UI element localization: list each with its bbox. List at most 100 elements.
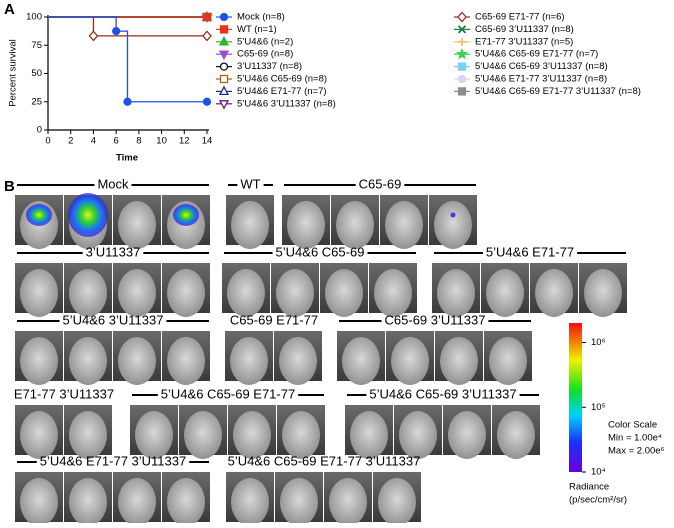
x-tick-label: 2 — [68, 136, 73, 147]
mouse-head — [118, 478, 156, 526]
marker — [455, 47, 469, 60]
mouse-head — [118, 269, 156, 317]
colorbar-tick-label: 10⁴ — [591, 467, 606, 478]
mouse-head — [336, 201, 374, 249]
mouse-head — [497, 411, 535, 459]
marker — [218, 50, 230, 61]
panel-label: A — [4, 1, 15, 18]
mouse-head — [378, 478, 416, 526]
mouse-head — [535, 269, 573, 317]
marker — [202, 30, 212, 42]
legend-label: 5’U4&6 C65-69 E71-77 3’U11337 (n=8) — [475, 86, 641, 97]
mouse-head — [233, 411, 271, 459]
mouse-head — [184, 411, 222, 459]
legend-label: 5’U4&6 C65-69 (n=8) — [237, 74, 327, 85]
mouse-head — [167, 478, 205, 526]
marker — [219, 74, 229, 84]
mouse-head — [280, 478, 318, 526]
mouse-head — [69, 269, 107, 317]
mouse-head — [135, 411, 173, 459]
x-tick-label: 6 — [113, 136, 118, 147]
mouse-head — [69, 478, 107, 526]
mouse-head — [20, 269, 58, 317]
marker — [457, 25, 467, 34]
colorbar-text: Color Scale — [608, 420, 657, 431]
legend-label: Mock (n=8) — [237, 12, 285, 23]
legend-label: 5’U4&6 C65-69 E71-77 (n=7) — [475, 49, 598, 60]
x-axis-title: Time — [116, 153, 138, 164]
marker — [457, 11, 467, 23]
marker — [123, 97, 132, 106]
legend-label: 3’U11337 (n=8) — [237, 61, 302, 72]
marker — [202, 12, 212, 22]
x-tick-label: 4 — [91, 136, 96, 147]
group-label: 5’U4&6 C65-69 — [276, 244, 365, 259]
y-tick-label: 50 — [31, 68, 42, 79]
legend-label: 5’U4&6 E71-77 3’U11337 (n=8) — [475, 74, 607, 85]
legend-label: C65-69 (n=8) — [237, 49, 293, 60]
mouse-head — [167, 269, 205, 317]
x-tick-label: 14 — [202, 136, 213, 147]
legend-label: 5’U4&6 E71-77 (n=7) — [237, 86, 327, 97]
legend-label: 5’U4&6 (n=2) — [237, 36, 293, 47]
panel-label: B — [4, 178, 15, 195]
legend-label: 5’U4&6 3’U11337 (n=8) — [237, 98, 336, 109]
marker — [457, 62, 467, 71]
y-tick-label: 0 — [37, 125, 42, 136]
marker — [458, 37, 466, 46]
signal — [68, 193, 108, 237]
marker — [219, 62, 229, 71]
group-label: 5’U4&6 3’U11337 — [63, 312, 164, 327]
colorbar-tick-label: 10⁶ — [591, 337, 606, 348]
mouse-head — [385, 201, 423, 249]
marker — [218, 100, 230, 110]
mouse-head — [448, 411, 486, 459]
group-label: 5’U4&6 E71-77 3’U11337 — [40, 453, 186, 468]
mouse-head — [118, 201, 156, 249]
signal — [173, 204, 199, 226]
group-label: 3’U11337 — [86, 244, 141, 259]
y-tick-label: 25 — [31, 96, 42, 107]
group-label: 5’U4&6 C65-69 3’U11337 — [369, 386, 516, 401]
mouse-head — [230, 337, 268, 385]
mouse-head — [486, 269, 524, 317]
colorbar-text: Max = 2.00e⁶ — [608, 446, 665, 457]
x-tick-label: 8 — [136, 136, 141, 147]
colorbar — [569, 323, 582, 472]
group-label: WT — [240, 176, 260, 191]
mouse-head — [279, 337, 317, 385]
colorbar-tick-label: 10⁵ — [591, 402, 606, 413]
group-label: Mock — [97, 176, 129, 191]
mouse-head — [489, 337, 527, 385]
group-label: C65-69 E71-77 — [230, 312, 318, 327]
mouse-head — [20, 478, 58, 526]
group-label: 5’U4&6 C65-69 E71-77 — [161, 386, 295, 401]
x-tick-label: 10 — [156, 136, 167, 147]
group-label: 5’U4&6 C65-69 E71-77 3’U11337 — [228, 453, 421, 468]
x-tick-label: 12 — [179, 136, 190, 147]
mouse-head — [440, 337, 478, 385]
mouse-head — [584, 269, 622, 317]
mouse-head — [287, 201, 325, 249]
mouse-head — [20, 411, 58, 459]
mouse-head — [276, 269, 314, 317]
legend-label: WT (n=1) — [237, 24, 277, 35]
mouse-head — [20, 337, 58, 385]
mouse-head — [391, 337, 429, 385]
mouse-head — [69, 411, 107, 459]
mouse-head — [231, 478, 269, 526]
mouse-head — [325, 269, 363, 317]
legend-label: C65-69 E71-77 (n=6) — [475, 12, 565, 23]
y-axis-title: Percent survival — [8, 39, 19, 107]
marker — [111, 26, 121, 36]
group-label: E71-77 3’U11337 — [14, 386, 114, 401]
mouse-head — [118, 337, 156, 385]
colorbar-unit-title: Radiance — [569, 482, 609, 493]
mouse-head — [167, 337, 205, 385]
group-label: 5’U4&6 E71-77 — [486, 244, 574, 259]
mouse-head — [399, 411, 437, 459]
colorbar-text: Min = 1.00e⁴ — [608, 433, 662, 444]
colorbar-unit: (p/sec/cm²/sr) — [569, 495, 627, 506]
group-label: C65-69 3’U11337 — [385, 312, 486, 327]
marker — [219, 12, 229, 22]
